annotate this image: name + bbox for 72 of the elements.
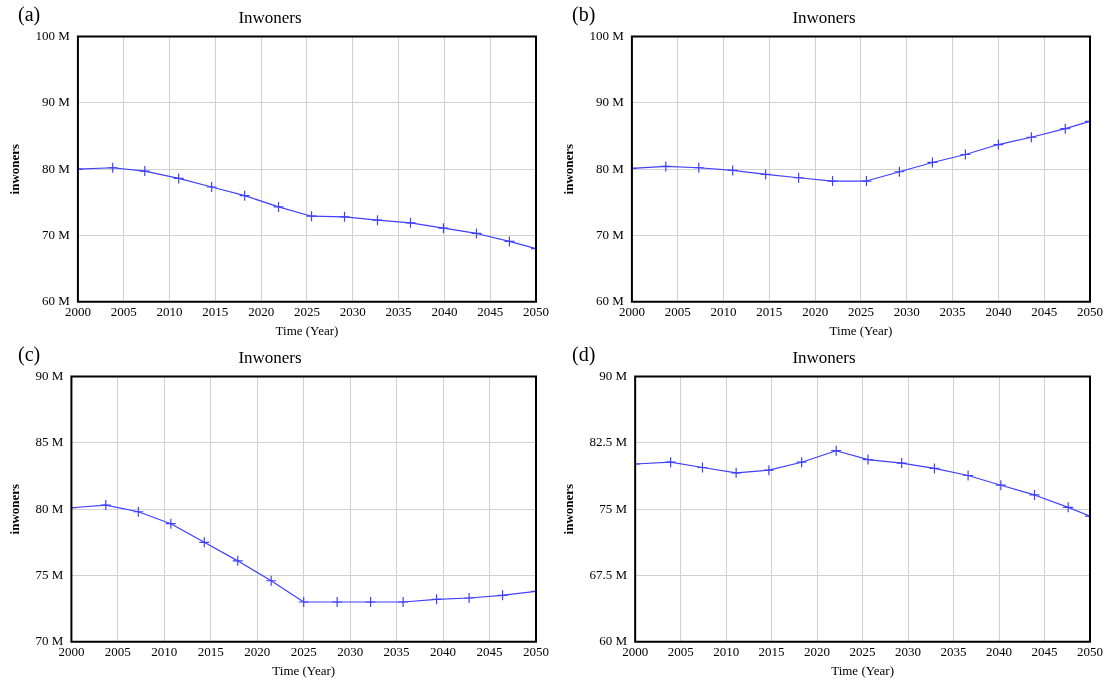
x-tick-label: 2025	[847, 304, 874, 320]
y-tick-label: 85 M	[35, 434, 64, 450]
x-tick-label: 2025	[849, 644, 876, 660]
x-tick-label: 2050	[523, 644, 549, 660]
x-tick-label: 2040	[986, 644, 1013, 660]
x-tick-label: 2040	[985, 304, 1012, 320]
y-tick-label: 80 M	[42, 160, 71, 176]
x-tick-label: 2035	[940, 644, 967, 660]
x-axis-title: Time (Year)	[272, 662, 336, 678]
y-tick-label: 100 M	[35, 27, 71, 43]
y-axis-title: inwoners	[7, 483, 23, 535]
x-tick-label: 2045	[477, 304, 504, 320]
x-axis-title: Time (Year)	[275, 322, 339, 338]
x-tick-label: 2035	[939, 304, 966, 320]
y-tick-label: 90 M	[599, 367, 628, 383]
y-tick-label: 90 M	[35, 367, 64, 383]
x-tick-label: 2020	[244, 644, 271, 660]
y-axis-title: inwoners	[7, 143, 23, 195]
x-tick-label: 2040	[430, 644, 457, 660]
y-tick-label: 70 M	[42, 226, 71, 242]
x-tick-label: 2045	[1031, 304, 1058, 320]
y-tick-label: 80 M	[596, 160, 625, 176]
y-axis-title: inwoners	[561, 143, 577, 195]
x-tick-label: 2005	[110, 304, 137, 320]
x-tick-label: 2050	[1077, 304, 1103, 320]
x-tick-label: 2010	[151, 644, 178, 660]
x-tick-label: 2030	[895, 644, 922, 660]
chart-title: Inwoners	[238, 347, 302, 367]
x-tick-label: 2015	[756, 304, 783, 320]
y-axis-title: inwoners	[561, 483, 577, 535]
text: (d)	[572, 343, 596, 367]
y-tick-label: 82.5 M	[589, 434, 628, 450]
y-tick-label: 70 M	[596, 226, 625, 242]
chart-title: Inwoners	[792, 7, 856, 27]
x-tick-label: 2020	[802, 304, 829, 320]
x-axis-title: Time (Year)	[831, 662, 894, 678]
x-tick-label: 2005	[667, 644, 694, 660]
x-tick-label: 2025	[290, 644, 317, 660]
y-tick-label: 90 M	[42, 94, 71, 110]
x-tick-label: 2015	[202, 304, 229, 320]
x-tick-label: 2035	[383, 644, 410, 660]
chart-title: Inwoners	[238, 7, 302, 27]
x-tick-label: 2030	[339, 304, 366, 320]
y-tick-label: 75 M	[35, 566, 64, 582]
x-tick-label: 2020	[248, 304, 275, 320]
x-tick-label: 2045	[1031, 644, 1058, 660]
x-tick-label: 2030	[893, 304, 920, 320]
x-tick-label: 2005	[104, 644, 131, 660]
y-tick-label: 90 M	[596, 94, 625, 110]
y-tick-label: 100 M	[589, 27, 625, 43]
x-axis-title: Time (Year)	[829, 322, 893, 338]
x-tick-label: 2045	[476, 644, 503, 660]
x-tick-label: 2015	[197, 644, 224, 660]
x-tick-label: 2020	[804, 644, 831, 660]
x-tick-label: 2050	[1077, 644, 1103, 660]
x-tick-label: 2005	[664, 304, 691, 320]
y-tick-label: 67.5 M	[589, 566, 628, 582]
x-tick-label: 2015	[758, 644, 785, 660]
x-tick-label: 2010	[710, 304, 737, 320]
x-tick-label: 2050	[523, 304, 549, 320]
x-tick-label: 2040	[431, 304, 458, 320]
text: (a)	[18, 3, 41, 27]
y-tick-label: 80 M	[35, 500, 64, 516]
chart-title: Inwoners	[792, 347, 856, 367]
x-tick-label: 2035	[385, 304, 412, 320]
x-tick-label: 2030	[337, 644, 364, 660]
y-tick-label: 75 M	[599, 500, 628, 516]
x-tick-label: 2010	[713, 644, 740, 660]
text: (b)	[572, 3, 596, 27]
x-tick-label: 2010	[156, 304, 183, 320]
x-tick-label: 2025	[293, 304, 320, 320]
text: (c)	[18, 343, 41, 367]
